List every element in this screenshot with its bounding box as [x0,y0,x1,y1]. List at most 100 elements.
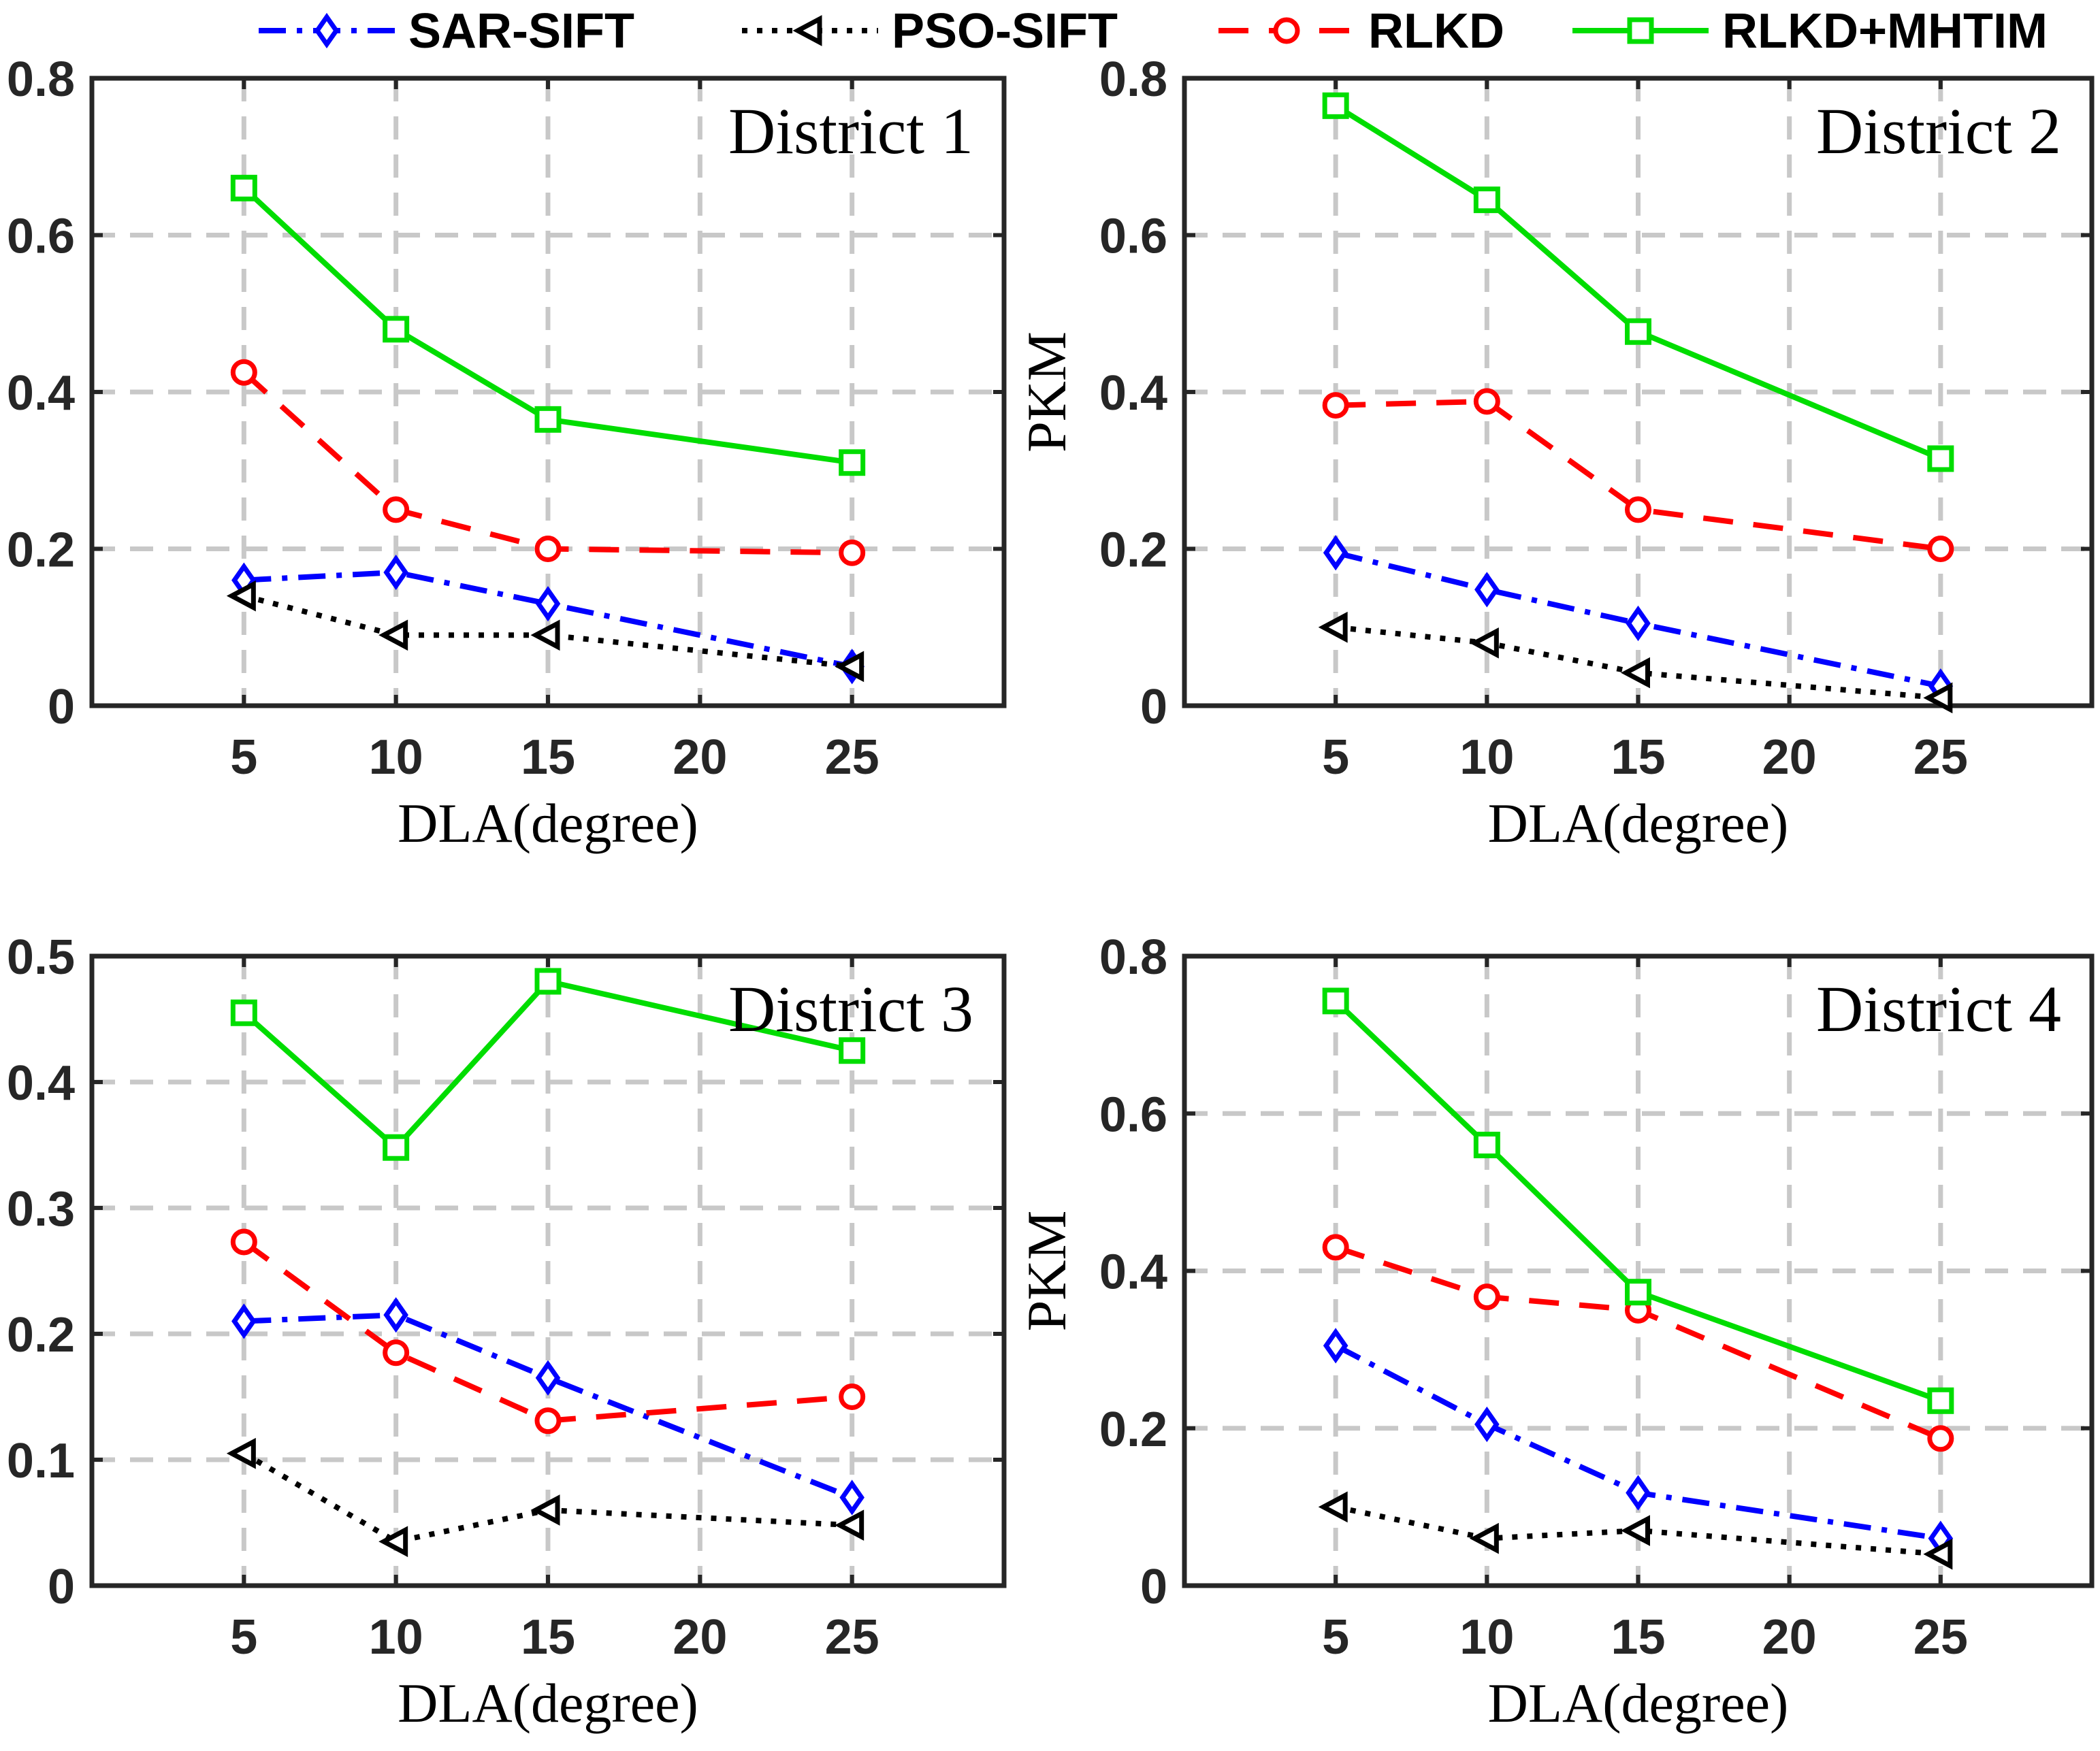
data-point [1621,657,1650,689]
data-point [1473,1132,1500,1158]
series-line [242,978,853,1151]
x-tick-label: 15 [521,730,575,785]
data-point [1323,535,1348,571]
chart-panel-2: 5 10 15 20 25 0 0.2 0.4 0.6 0.8 District 2 DLA(degr… [1016,52,2095,854]
data-point [378,1526,408,1558]
data-point [1923,682,1953,714]
series-line [242,186,853,465]
data-point [835,1509,865,1541]
series-rlkd-mhtim [1322,92,1954,472]
data-point [1923,1538,1953,1570]
x-axis-label: DLA(degree) [1488,1672,1789,1734]
y-tick-label: 0.8 [1099,52,1167,107]
x-tick-label: 5 [230,1610,257,1665]
y-tick-label: 0.8 [1099,930,1167,985]
data-point [1474,572,1500,608]
x-axis-label: DLA(degree) [398,792,698,854]
data-point [1625,496,1651,523]
legend-marker-circle-icon [1273,17,1300,44]
data-point [534,968,562,995]
y-tick-label: 0.2 [7,1308,75,1362]
y-tick-label: 0.6 [7,210,75,264]
data-point [231,1303,257,1339]
data-point [1621,1515,1650,1546]
data-point [383,1134,410,1161]
series-pso-sift [226,580,865,683]
panel-title: District 4 [1816,972,2061,1045]
data-point [226,580,256,612]
x-axis-label: DLA(degree) [1488,792,1789,854]
series-line [242,370,852,556]
chart-panel-3: 5 10 15 20 25 0 0.1 0.2 0.3 0.4 0.5 District 3 DLA(d… [7,930,1007,1734]
data-point [1322,392,1349,419]
x-tick-label: 10 [1459,730,1514,785]
y-tick-label: 0.4 [7,1056,75,1111]
data-point [1318,611,1348,643]
axes-frame [1182,76,2095,708]
y-tick-label: 0.3 [7,1182,75,1237]
x-tick-label: 15 [1611,1610,1665,1665]
data-point [1473,1283,1500,1311]
data-point [1318,1491,1348,1523]
series-line [1334,999,1942,1404]
x-tick-label: 15 [521,1610,575,1665]
data-point [534,1407,562,1435]
data-point [839,539,866,566]
series-rlkd [1322,1234,1954,1452]
legend-item-pso-sift: PSO-SIFT [742,4,1118,59]
chart-panel-1: 5 10 15 20 25 0 0.2 0.4 0.6 0.8 District 1 DLA(degr… [7,52,1007,854]
axes-frame [89,953,1007,1588]
y-tick-label: 0.2 [7,523,75,578]
data-point [230,999,257,1026]
data-point [1927,1387,1954,1414]
data-point [1626,605,1651,642]
data-point [226,1437,256,1469]
legend-item-rlkd-mhtim: RLKD+MHTIM [1572,4,2048,59]
x-tick-label: 5 [1322,1610,1349,1665]
series-sar-sift [231,1297,865,1516]
axes-frame [1182,953,2095,1588]
series-rlkd [230,359,866,566]
data-point [1625,318,1651,345]
data-point [383,316,410,343]
data-point [1927,445,1954,472]
panel-title: District 1 [728,95,973,167]
y-tick-label: 0.2 [1099,1403,1167,1457]
y-tick-label: 0.6 [1099,210,1167,264]
series-line [243,593,853,670]
y-tick-label: 0.4 [7,366,75,421]
y-axis-label: PKM [1016,331,1078,453]
data-point [1322,1234,1349,1261]
data-point [1474,1406,1500,1443]
data-point [1473,186,1500,214]
data-point [383,554,408,591]
legend-label: SAR-SIFT [408,4,634,59]
series-rlkd-mhtim [230,174,866,476]
data-point [535,1360,561,1396]
series-rlkd-mhtim [230,968,866,1161]
data-point [535,586,561,622]
y-tick-label: 0 [1140,680,1167,734]
legend-item-rlkd: RLKD [1218,4,1504,59]
data-point [530,619,560,651]
legend-item-sar-sift: SAR-SIFT [259,4,634,59]
data-point [1469,627,1499,659]
series-line [1334,1245,1942,1441]
x-tick-label: 25 [1913,730,1968,785]
x-tick-label: 20 [673,1610,727,1665]
legend-marker-diamond-icon [314,12,340,49]
data-point [839,1479,865,1516]
series-line [1335,624,1941,701]
y-tick-label: 0 [1140,1560,1167,1614]
x-tick-label: 25 [1913,1610,1968,1665]
series-line [244,1312,854,1501]
series-sar-sift [1323,1328,1954,1556]
x-tick-label: 15 [1611,730,1665,785]
x-tick-label: 5 [1322,730,1349,785]
y-tick-label: 0.8 [7,52,75,107]
data-point [839,1384,866,1410]
legend-label: RLKD [1368,4,1504,59]
chart-panel-4: 5 10 15 20 25 0 0.2 0.4 0.6 0.8 District 4 DLA(degr… [1016,930,2095,1734]
data-point [230,1228,257,1256]
